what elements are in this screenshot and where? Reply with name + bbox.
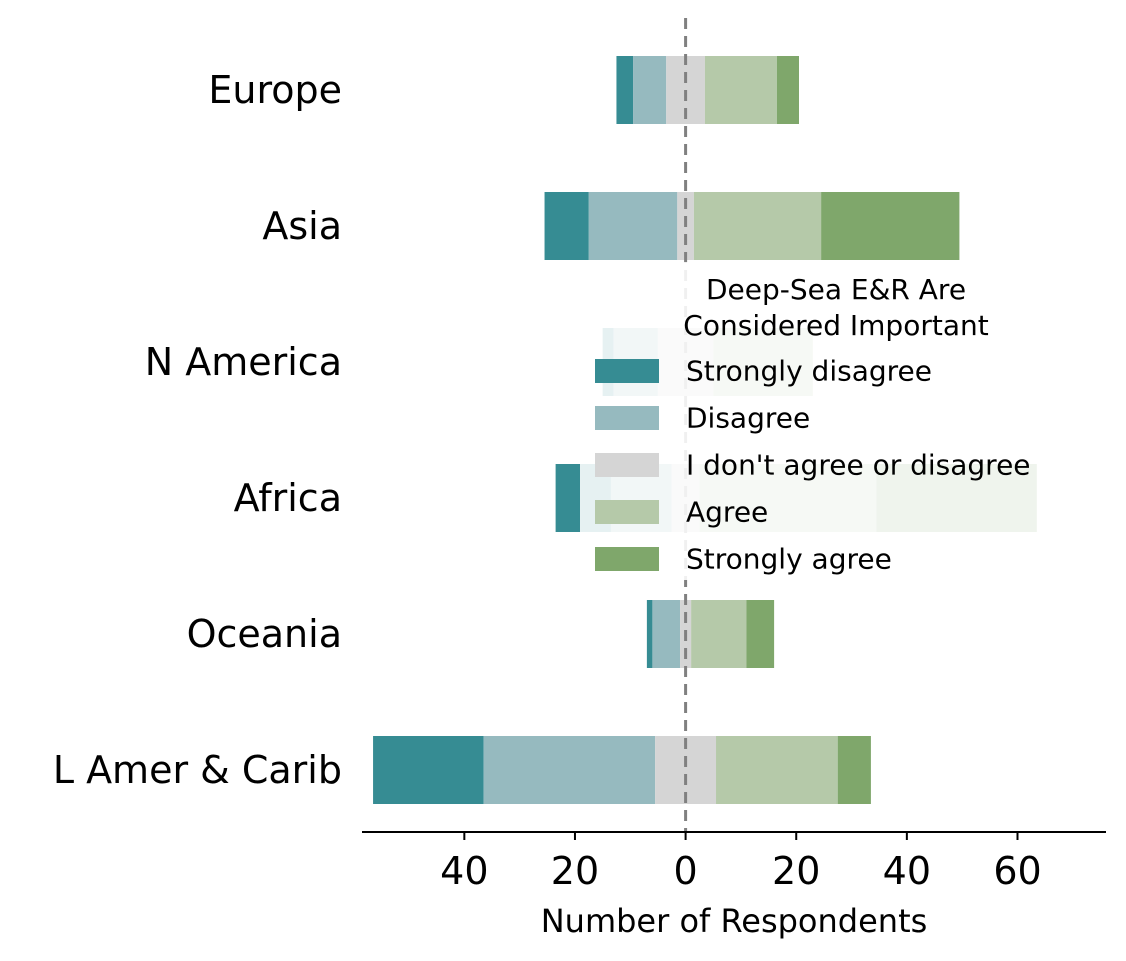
legend-entry-label: I don't agree or disagree (686, 449, 1031, 482)
legend-swatch (595, 359, 659, 383)
x-tick-label: 40 (440, 849, 488, 893)
bar-l-amer-carib-strongly-agree (837, 736, 871, 804)
bar-l-amer-carib-agree (716, 736, 838, 804)
legend-swatch (595, 453, 659, 477)
x-tick-label: 20 (772, 849, 820, 893)
bar-asia-strongly-disagree (544, 192, 589, 260)
x-axis-title: Number of Respondents (541, 902, 928, 940)
category-label: L Amer & Carib (53, 748, 342, 792)
legend-box (580, 262, 1100, 580)
bar-europe-strongly-disagree (616, 56, 634, 124)
bar-europe-agree (704, 56, 777, 124)
bar-l-amer-carib-strongly-disagree (373, 736, 484, 804)
legend-swatch (595, 406, 659, 430)
legend-entry-label: Agree (686, 496, 768, 529)
category-labels: Europe Asia N America Africa Oceania L Amer &… (53, 68, 342, 792)
x-axis-ticks: 40 20 0 20 40 60 (440, 832, 1042, 893)
bar-oceania-strongly-agree (746, 600, 775, 668)
category-label: Africa (234, 476, 342, 520)
bar-europe-strongly-agree (776, 56, 799, 124)
category-label: Europe (208, 68, 342, 112)
category-label: Asia (262, 204, 342, 248)
legend-swatch (595, 547, 659, 571)
category-label: N America (145, 340, 342, 384)
bar-oceania-strongly-disagree (646, 600, 653, 668)
legend-title: Considered Important (683, 309, 988, 342)
x-tick-label: 0 (674, 849, 698, 893)
bar-asia-agree (693, 192, 822, 260)
x-tick-label: 60 (993, 849, 1041, 893)
legend-title: Deep-Sea E&R Are (706, 273, 966, 306)
bar-europe-disagree (633, 56, 667, 124)
x-tick-label: 40 (883, 849, 931, 893)
bar-oceania-disagree (652, 600, 681, 668)
category-label: Oceania (187, 612, 342, 656)
legend-swatch (595, 500, 659, 524)
legend-entry-label: Disagree (686, 402, 810, 435)
bar-asia-strongly-agree (821, 192, 960, 260)
bar-oceania-agree (691, 600, 747, 668)
bar-asia-disagree (588, 192, 678, 260)
bar-l-amer-carib-disagree (483, 736, 656, 804)
legend-entry-label: Strongly disagree (686, 355, 932, 388)
legend-entry-label: Strongly agree (686, 543, 892, 576)
x-tick-label: 20 (551, 849, 599, 893)
